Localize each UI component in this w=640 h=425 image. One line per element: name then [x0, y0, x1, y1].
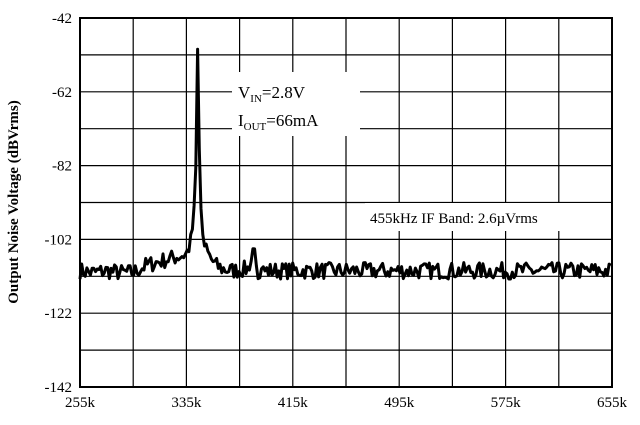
- y-tick-label: -102: [45, 232, 73, 248]
- y-tick-label: -62: [52, 85, 72, 101]
- y-tick-label: -142: [45, 380, 73, 396]
- y-tick-label: -42: [52, 11, 72, 27]
- x-tick-label: 655k: [597, 395, 628, 411]
- chart-grid: [80, 18, 612, 387]
- x-tick-label: 335k: [171, 395, 202, 411]
- x-tick-label: 495k: [384, 395, 415, 411]
- iout-annotation: IOUT=66mA: [238, 111, 319, 133]
- y-axis-label: Output Noise Voltage (dBVrms): [6, 100, 22, 303]
- y-tick-label: -122: [45, 306, 73, 322]
- x-tick-label: 575k: [491, 395, 522, 411]
- band-annotation-bg: [365, 203, 611, 231]
- noise-series-line: [78, 47, 612, 281]
- plot-frame: [79, 17, 613, 388]
- x-tick-label: 255k: [65, 395, 96, 411]
- vin-annotation-bg: [232, 72, 360, 136]
- vin-annotation: VIN=2.8V: [238, 83, 306, 105]
- tick-labels: 255k 335k 415k 495k 575k 655k -42 -62 -82 -102 -12…: [45, 11, 628, 411]
- x-tick-label: 415k: [278, 395, 309, 411]
- band-annotation: 455kHz IF Band: 2.6µVrms: [370, 211, 538, 227]
- y-tick-label: -82: [52, 159, 72, 175]
